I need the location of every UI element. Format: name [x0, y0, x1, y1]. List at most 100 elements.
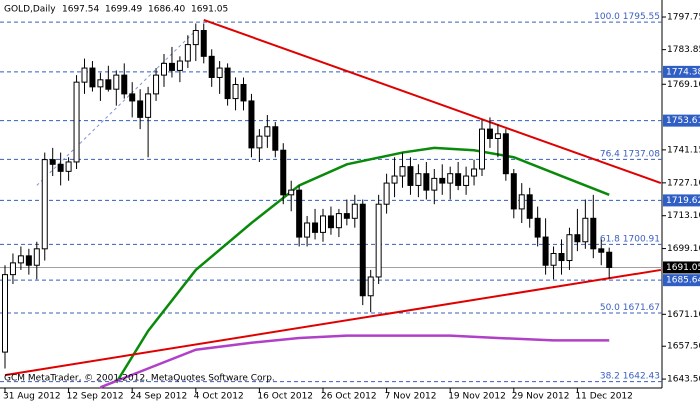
candle-body [145, 93, 152, 118]
price-level-label: 1685.64 [666, 276, 700, 286]
trendline [203, 19, 662, 185]
candle-body [184, 44, 191, 62]
candle-body [566, 234, 573, 262]
copyright: GCM MetaTrader, © 2001-2012, MetaQuotes … [4, 374, 275, 384]
candle-body [248, 100, 255, 149]
candle-body [304, 222, 311, 238]
candle-body [216, 67, 223, 78]
candle-body [49, 159, 56, 165]
price-level-box [663, 65, 700, 78]
y-tick-label: 1699.10 [667, 244, 700, 254]
y-tick-label: 1643.50 [667, 375, 700, 385]
x-tick-label: 16 Oct 2012 [257, 392, 313, 402]
fib-label: 38.2 1642.43 [600, 371, 660, 381]
y-tick-label: 1741.15 [667, 145, 700, 155]
candle-body [65, 161, 72, 172]
candle-body [391, 175, 398, 184]
candle-body [510, 173, 517, 210]
trendline [36, 30, 197, 186]
x-tick-label: 11 Dec 2012 [575, 392, 633, 402]
fib-level: 50.0 [600, 302, 620, 312]
candle-body [256, 135, 263, 149]
trendline [4, 268, 662, 377]
candle-body [25, 255, 32, 266]
moving-average [115, 146, 610, 384]
candle-body [399, 166, 406, 177]
price-level-box [663, 261, 700, 274]
candle-body [526, 194, 533, 219]
candle-body [423, 173, 430, 191]
fib-level: 61.8 [600, 234, 620, 244]
fib-level: 38.2 [600, 371, 620, 381]
fib-level: 100.0 [594, 12, 620, 22]
candle-body [9, 262, 16, 276]
candle-body [17, 255, 24, 264]
candle-body [105, 79, 112, 90]
candle-body [312, 222, 319, 233]
price-level-label: 1691.05 [666, 263, 700, 273]
fib-level: 76.4 [600, 149, 620, 159]
fib-value: 1642.43 [623, 371, 660, 381]
candle-body [606, 251, 613, 268]
candle-body [486, 128, 493, 139]
candle-body [113, 74, 120, 90]
y-tick-label: 1769.10 [667, 80, 700, 90]
candle-body [280, 149, 287, 196]
fib-value: 1671.67 [623, 302, 660, 312]
candle-body [367, 276, 374, 297]
x-tick-label: 31 Aug 2012 [3, 392, 61, 402]
candle-body [97, 79, 104, 88]
y-tick-label: 1783.85 [667, 45, 700, 55]
candle-body [161, 62, 167, 76]
candle-body [240, 84, 247, 102]
candle-body [558, 253, 565, 262]
candle-body [73, 81, 80, 163]
x-tick-label: 19 Nov 2012 [448, 392, 506, 402]
candle-body [168, 62, 175, 71]
y-tick-label: 1657.50 [667, 342, 700, 352]
candle-body [407, 166, 414, 186]
candle-body [598, 248, 605, 253]
candle-body [153, 74, 160, 95]
candle-body [176, 60, 183, 71]
candle-body [455, 173, 462, 186]
price-level-label: 1719.62 [666, 196, 700, 206]
candle-body [518, 194, 525, 210]
candle-body [81, 67, 88, 83]
candle-body [431, 177, 438, 191]
fib-value: 1795.55 [623, 12, 660, 22]
candle-body [359, 203, 366, 297]
y-tick-label: 1713.10 [667, 211, 700, 221]
ohlc-low: 1686.40 [148, 5, 185, 15]
candle-body [550, 253, 557, 266]
candle-body [121, 74, 128, 95]
price-level-box [663, 194, 700, 207]
candle-body [33, 248, 40, 266]
candle-body [192, 30, 199, 46]
candle-body [208, 55, 215, 78]
candle-body [57, 163, 64, 172]
candle-body [343, 213, 350, 219]
candle-body [351, 203, 358, 219]
candle-body [89, 67, 96, 88]
symbol-title: GOLD,Daily [4, 5, 56, 15]
candle-body [232, 84, 239, 100]
fib-value: 1737.08 [623, 149, 660, 159]
fib-label: 76.4 1737.08 [600, 149, 660, 159]
candle-body [272, 126, 279, 151]
candle-body [320, 215, 326, 233]
ohlc-high: 1699.49 [105, 5, 142, 15]
candle-body [41, 159, 48, 250]
fib-label: 50.0 1671.67 [600, 302, 660, 312]
candle-body [590, 217, 597, 250]
x-tick-label: 24 Sep 2012 [130, 392, 187, 402]
candle-body [534, 217, 541, 238]
candle-body [296, 189, 303, 238]
y-tick-label: 1727.10 [667, 178, 700, 188]
ohlc-open: 1697.54 [62, 5, 99, 15]
candle-body [494, 133, 501, 139]
candle-body [463, 175, 470, 186]
x-tick-label: 12 Sep 2012 [67, 392, 124, 402]
